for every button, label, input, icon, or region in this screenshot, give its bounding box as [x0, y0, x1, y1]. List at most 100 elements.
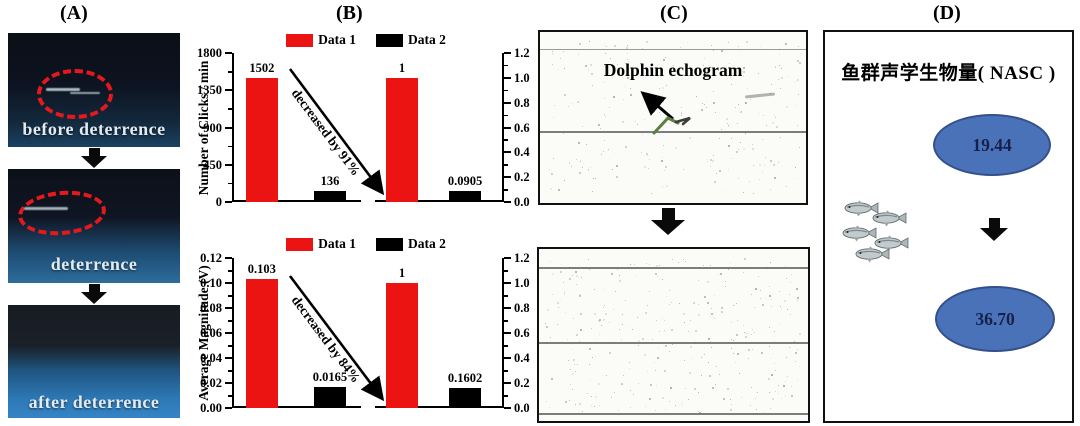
echo-speck: [641, 47, 643, 49]
echo-speck: [771, 353, 773, 355]
echo-speck: [709, 315, 711, 317]
echo-speck: [655, 320, 657, 322]
minor-tick-mark: [228, 320, 232, 322]
echo-speck: [742, 191, 744, 193]
nasc-panel: 鱼群声学生物量( NASC ) 19.44 36.: [823, 30, 1074, 423]
minor-tick-mark: [504, 370, 508, 372]
echo-speck: [706, 160, 708, 162]
echo-speck: [569, 163, 571, 165]
echo-speck: [632, 393, 634, 395]
tick-label: 0.4: [514, 351, 530, 366]
echo-speck: [731, 157, 733, 159]
echo-speck: [709, 264, 711, 266]
echo-speck: [689, 137, 692, 140]
echo-speck: [637, 123, 639, 125]
echo-speck: [648, 398, 651, 401]
echo-speck: [653, 108, 655, 110]
echo-speck: [724, 281, 726, 283]
echo-speck: [737, 122, 739, 124]
echogram-before: Dolphin echogram: [538, 30, 808, 205]
tick-label: 0.2: [514, 376, 530, 391]
echo-speck: [551, 50, 553, 52]
echo-speck: [589, 40, 591, 42]
echo-speck: [737, 148, 739, 150]
echo-speck: [611, 343, 613, 345]
echo-speck: [663, 58, 666, 61]
echo-speck: [751, 147, 754, 150]
echo-speck: [659, 264, 661, 266]
echo-speck: [550, 187, 553, 190]
echo-speck: [586, 392, 588, 394]
echo-speck: [638, 340, 641, 343]
echo-speck: [739, 141, 741, 143]
echo-speck: [590, 63, 593, 66]
echo-speck: [734, 362, 736, 364]
echo-speck: [618, 275, 620, 277]
echo-speck: [799, 366, 801, 368]
echo-speck: [569, 384, 571, 386]
minor-tick-mark: [228, 345, 232, 347]
bar-data-1: 0.103: [245, 262, 278, 408]
plot-area: decreased by 84% 0.00 0.02 0.04 0.06 0.08 0.1…: [200, 252, 530, 415]
bar-value-label: 0.1602: [447, 370, 483, 385]
echo-speck: [565, 400, 568, 403]
echo-speck: [575, 275, 578, 278]
echo-speck: [672, 65, 674, 67]
echo-speck: [691, 346, 693, 348]
echo-speck: [730, 137, 732, 139]
echo-speck: [604, 114, 606, 116]
echo-speck: [710, 347, 712, 349]
tick-mark: [504, 52, 511, 54]
panel-label-a: (A): [60, 2, 88, 24]
bar-data-1: 1: [386, 266, 419, 408]
echo-speck: [771, 121, 774, 124]
echo-speck: [785, 266, 787, 268]
echo-speck: [588, 363, 590, 365]
echo-speck: [797, 349, 799, 351]
echo-speck: [669, 387, 672, 390]
echo-speck: [546, 400, 548, 402]
echo-speck: [698, 411, 701, 414]
echo-speck: [570, 369, 572, 371]
tick-mark: [504, 76, 511, 79]
echo-speck: [564, 179, 566, 181]
minor-tick-mark: [504, 320, 508, 322]
echo-speck: [605, 45, 607, 47]
tick-mark: [225, 163, 232, 166]
echogram-after: [537, 247, 810, 423]
echo-speck: [597, 319, 600, 322]
echo-speck: [613, 391, 615, 393]
echo-speck: [567, 360, 569, 362]
tick-label: 0.02: [200, 376, 222, 391]
echo-speck: [798, 146, 800, 148]
echo-speck: [738, 372, 740, 374]
echo-speck: [799, 332, 802, 335]
fish-icon: [844, 199, 879, 218]
echo-speck: [773, 164, 775, 167]
echo-speck: [597, 382, 600, 385]
echo-speck: [615, 165, 618, 168]
echo-speck: [752, 192, 754, 194]
echo-speck: [765, 124, 767, 126]
echo-speck: [618, 68, 620, 70]
echo-speck: [744, 102, 747, 105]
echogram-line: [539, 267, 808, 269]
echo-speck: [604, 45, 606, 47]
tick-label: 0: [215, 195, 222, 209]
echo-speck: [644, 119, 646, 121]
echo-speck: [695, 330, 698, 333]
echo-speck: [786, 357, 788, 359]
echo-speck: [789, 347, 791, 349]
echo-speck: [668, 401, 670, 403]
echo-speck: [580, 329, 583, 332]
echo-speck: [603, 304, 605, 306]
echo-speck: [629, 325, 631, 327]
echo-speck: [686, 66, 688, 68]
echo-speck: [629, 407, 631, 409]
panel-label-b: (B): [336, 2, 363, 24]
tick-label: 0.10: [200, 276, 222, 290]
echo-speck: [769, 357, 771, 359]
echo-speck: [588, 69, 590, 71]
echo-speck: [617, 63, 619, 65]
